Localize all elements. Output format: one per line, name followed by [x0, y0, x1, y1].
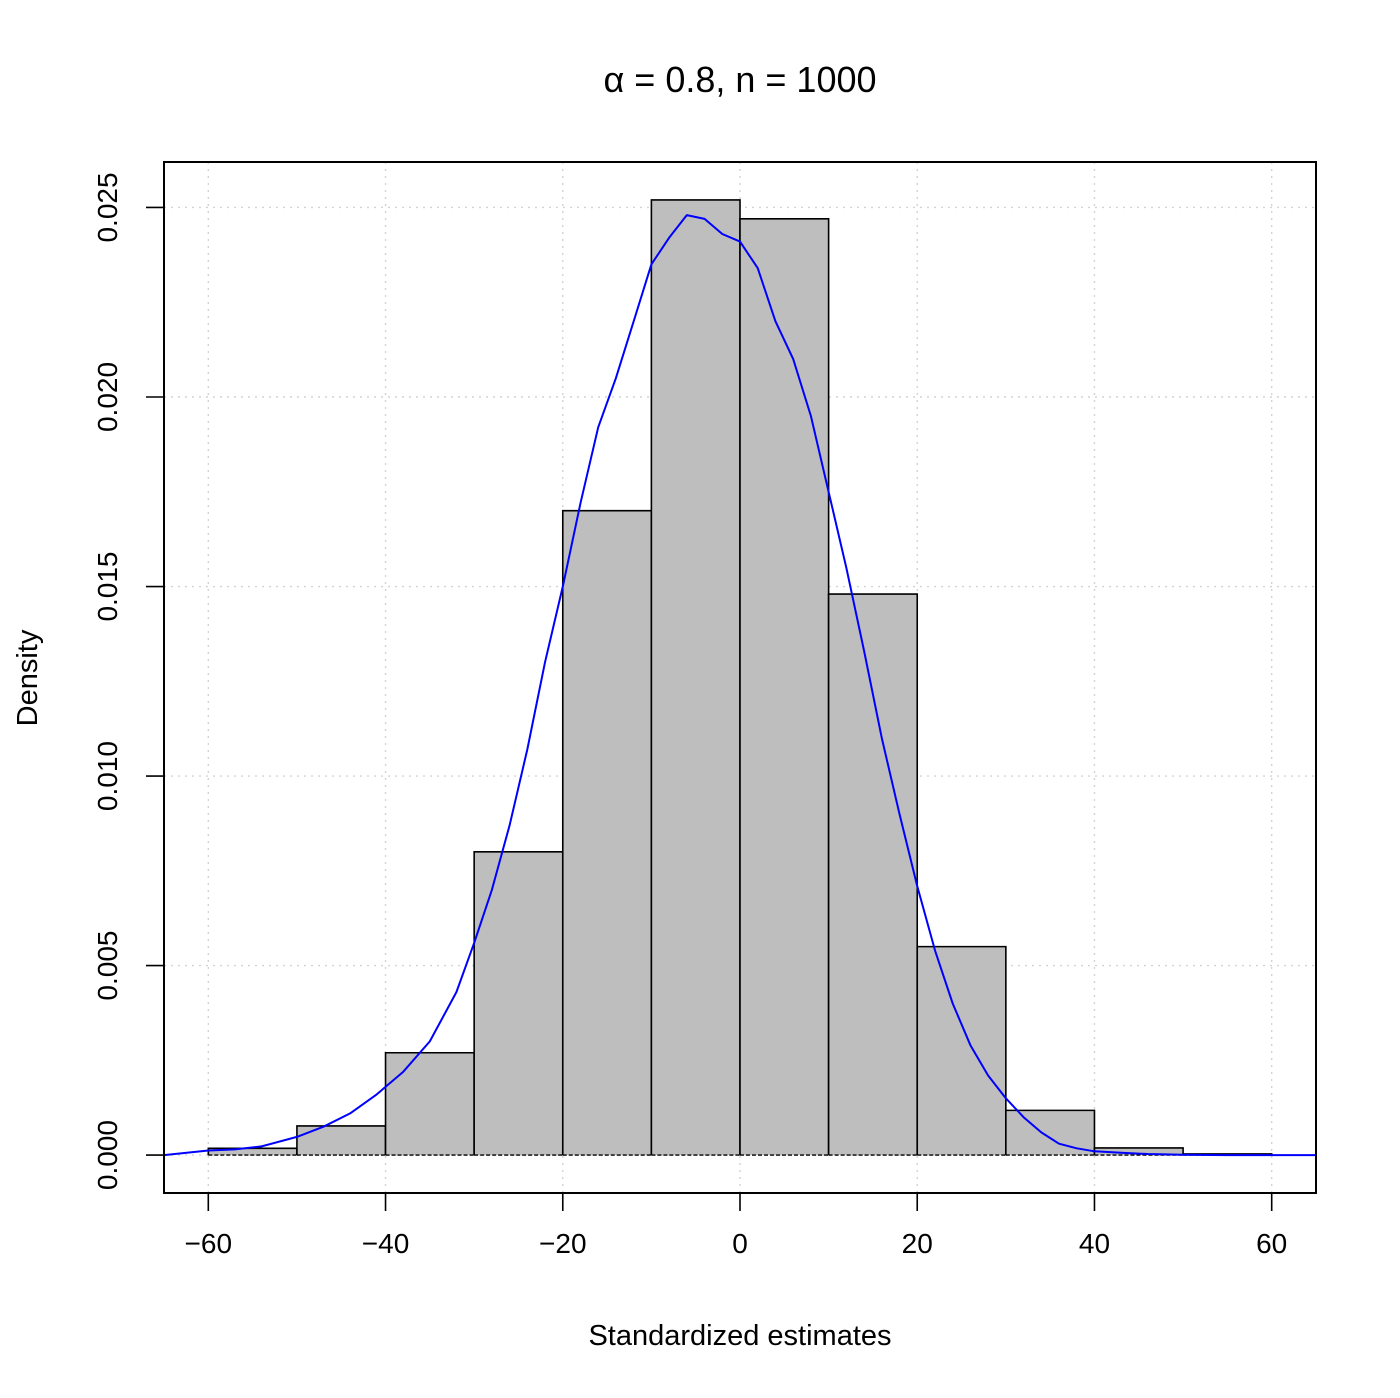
histogram-bar	[385, 1052, 475, 1156]
histogram-bar	[740, 218, 829, 1156]
y-axis: 0.000 0.005 0.010 0.015 0.020 0.025	[92, 172, 164, 1190]
histogram-bar	[296, 1125, 386, 1156]
y-tick-label: 0.015	[92, 551, 123, 621]
density-curve	[163, 214, 1316, 1157]
x-tick-label: 60	[1256, 1228, 1287, 1259]
y-tick-label: 0.005	[92, 931, 123, 1001]
y-tick-label: 0.025	[92, 172, 123, 242]
x-tick-label: 20	[902, 1228, 933, 1259]
x-tick-label: 40	[1079, 1228, 1110, 1259]
histogram-bar	[651, 199, 740, 1156]
histogram-bar	[1094, 1147, 1184, 1156]
x-axis: −60 −40 −20 0 20 40 60	[185, 1193, 1287, 1259]
x-tick-label: −20	[539, 1228, 587, 1259]
chart-title: α = 0.8, n = 1000	[603, 59, 876, 100]
histogram-bar	[474, 851, 563, 1156]
density-curve-layer	[163, 214, 1316, 1157]
histogram-bars	[207, 199, 1273, 1156]
y-tick-label: 0.000	[92, 1120, 123, 1190]
x-tick-label: −40	[362, 1228, 410, 1259]
histogram-bar	[828, 594, 918, 1156]
y-tick-label: 0.020	[92, 362, 123, 432]
x-axis-label: Standardized estimates	[588, 1320, 891, 1352]
histogram-bar	[562, 510, 652, 1156]
x-tick-label: 0	[732, 1228, 748, 1259]
histogram-bar	[208, 1148, 297, 1156]
histogram-bar-outline	[916, 945, 1007, 1156]
histogram-bar-outline	[1005, 1109, 1096, 1156]
histogram-bar	[917, 946, 1006, 1156]
histogram-bar	[1005, 1110, 1095, 1156]
y-axis-label: Density	[12, 629, 44, 726]
y-tick-label: 0.010	[92, 741, 123, 811]
x-tick-label: −60	[185, 1228, 233, 1259]
histogram-bar-outline	[827, 593, 919, 1156]
